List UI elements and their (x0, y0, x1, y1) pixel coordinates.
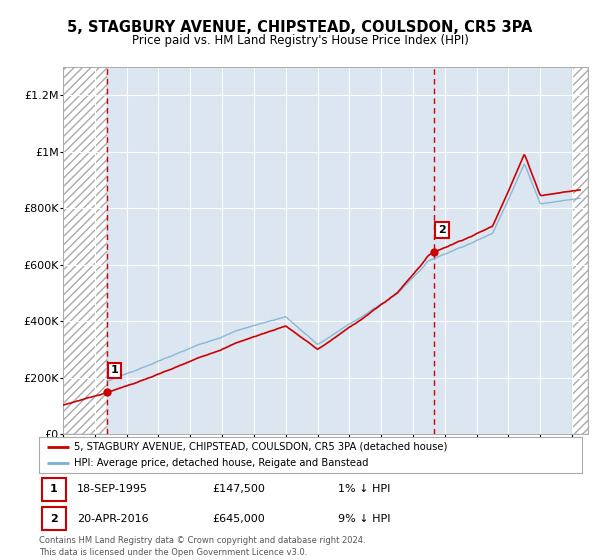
Text: HPI: Average price, detached house, Reigate and Banstead: HPI: Average price, detached house, Reig… (74, 459, 369, 468)
Text: 5, STAGBURY AVENUE, CHIPSTEAD, COULSDON, CR5 3PA: 5, STAGBURY AVENUE, CHIPSTEAD, COULSDON,… (67, 20, 533, 35)
Text: 5, STAGBURY AVENUE, CHIPSTEAD, COULSDON, CR5 3PA (detached house): 5, STAGBURY AVENUE, CHIPSTEAD, COULSDON,… (74, 442, 448, 451)
Bar (572, 67, 588, 434)
Text: 1% ↓ HPI: 1% ↓ HPI (338, 484, 390, 494)
Bar (63, 67, 107, 434)
Text: 2: 2 (50, 514, 58, 524)
Text: £147,500: £147,500 (213, 484, 266, 494)
Text: 2: 2 (438, 225, 446, 235)
Text: 20-APR-2016: 20-APR-2016 (77, 514, 149, 524)
Text: 1: 1 (111, 366, 118, 375)
FancyBboxPatch shape (42, 507, 66, 530)
Text: 9% ↓ HPI: 9% ↓ HPI (338, 514, 390, 524)
Text: Contains HM Land Registry data © Crown copyright and database right 2024.
This d: Contains HM Land Registry data © Crown c… (39, 536, 365, 557)
FancyBboxPatch shape (42, 478, 66, 501)
Text: 18-SEP-1995: 18-SEP-1995 (77, 484, 148, 494)
Text: 1: 1 (50, 484, 58, 494)
Text: £645,000: £645,000 (213, 514, 266, 524)
Text: Price paid vs. HM Land Registry's House Price Index (HPI): Price paid vs. HM Land Registry's House … (131, 34, 469, 46)
